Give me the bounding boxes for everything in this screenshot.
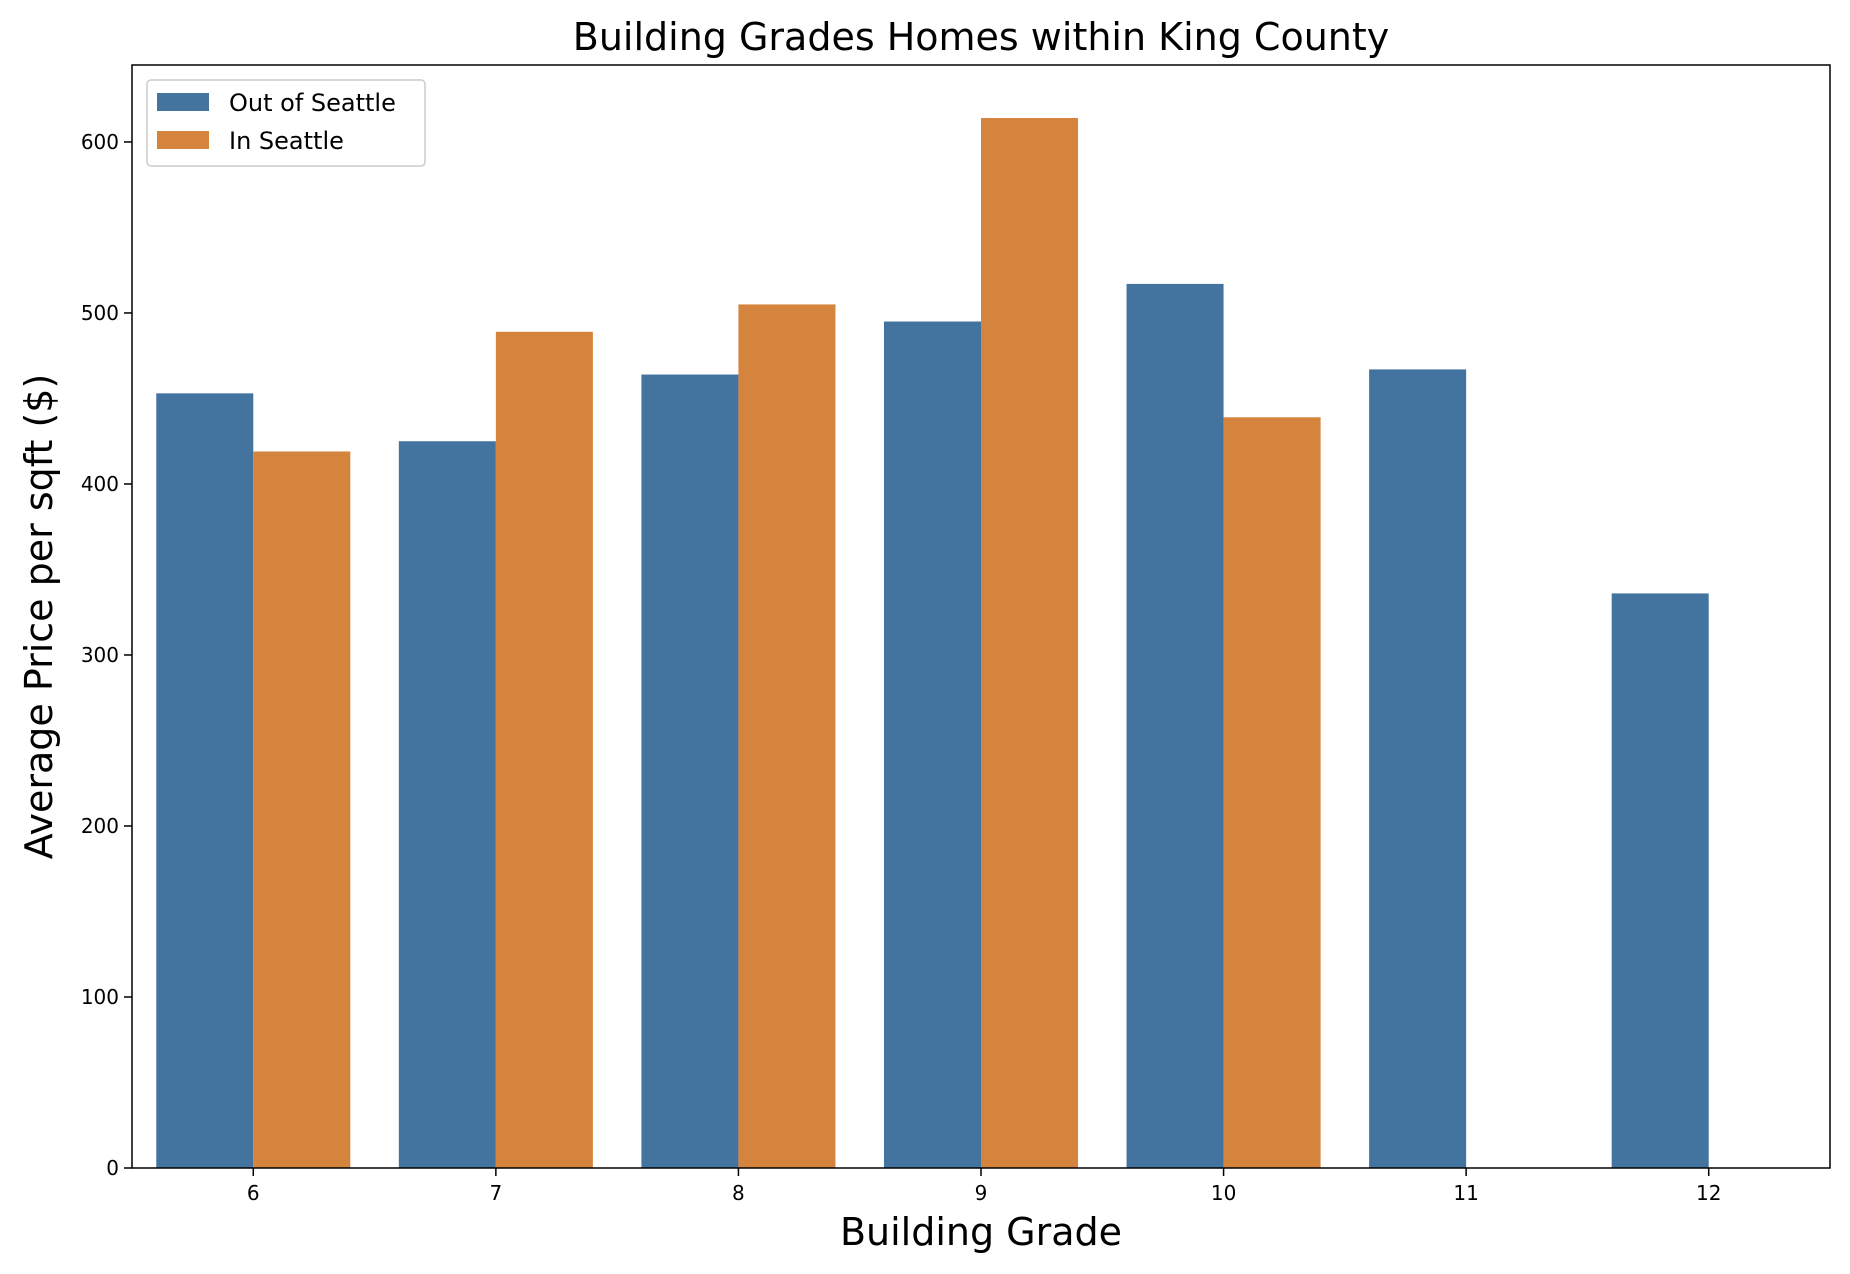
legend-box: [146, 79, 426, 167]
x-axis-title: Building Grade: [840, 1210, 1122, 1254]
y-tick-label-600: 600: [81, 130, 119, 154]
y-tick-label-100: 100: [81, 985, 119, 1009]
legend-swatch-in-seattle: [157, 131, 209, 149]
bar-out-of-seattle-grade-12: [1611, 593, 1709, 1168]
legend-label-in-seattle: In Seattle: [229, 127, 344, 155]
bar-out-of-seattle-grade-11: [1369, 369, 1467, 1168]
y-axis-title: Average Price per sqft ($): [17, 374, 61, 860]
x-tick-label-9: 9: [975, 1181, 988, 1205]
bar-out-of-seattle-grade-10: [1126, 283, 1224, 1169]
y-tick-label-400: 400: [81, 472, 119, 496]
chart-title: Building Grades Homes within King County: [573, 15, 1390, 59]
bars-group: [156, 118, 1709, 1169]
y-tick-label-200: 200: [81, 814, 119, 838]
y-tick-label-500: 500: [81, 301, 119, 325]
bar-in-seattle-grade-9: [981, 118, 1079, 1168]
bar-in-seattle-grade-6: [253, 451, 351, 1168]
y-tick-label-300: 300: [81, 643, 119, 667]
legend-label-out-of-seattle: Out of Seattle: [229, 89, 396, 117]
x-tick-label-10: 10: [1211, 1181, 1236, 1205]
y-tick-label-0: 0: [106, 1156, 119, 1180]
bar-out-of-seattle-grade-9: [883, 321, 981, 1169]
bar-out-of-seattle-grade-7: [398, 441, 496, 1168]
x-tick-label-11: 11: [1453, 1181, 1478, 1205]
x-tick-label-12: 12: [1696, 1181, 1721, 1205]
bar-in-seattle-grade-10: [1223, 417, 1321, 1168]
bar-in-seattle-grade-8: [738, 304, 836, 1168]
legend-swatch-out-of-seattle: [157, 93, 209, 111]
x-tick-label-8: 8: [732, 1181, 745, 1205]
x-axis: 6 7 8 9 10 11 12: [247, 1168, 1721, 1205]
bar-out-of-seattle-grade-6: [156, 393, 254, 1169]
bar-out-of-seattle-grade-8: [641, 374, 739, 1168]
bar-in-seattle-grade-7: [495, 331, 593, 1168]
x-tick-label-7: 7: [489, 1181, 502, 1205]
x-tick-label-6: 6: [247, 1181, 260, 1205]
legend: Out of Seattle In Seattle: [146, 79, 426, 167]
y-axis: 0 100 200 300 400 500 600: [81, 130, 132, 1180]
